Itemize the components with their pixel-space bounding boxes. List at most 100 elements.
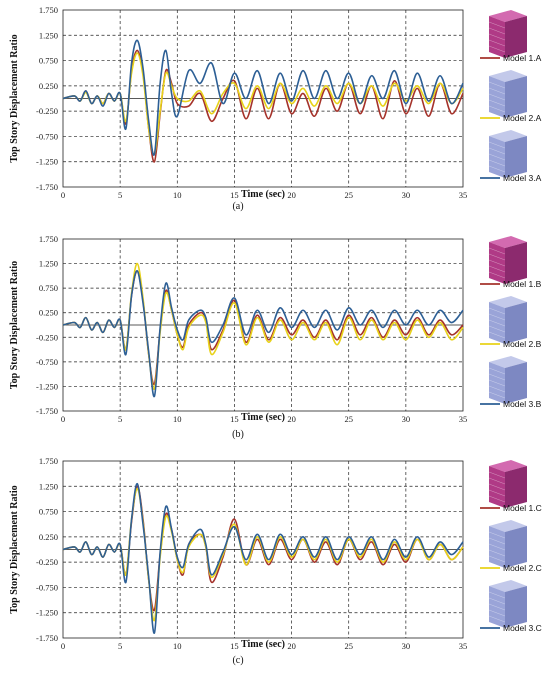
building-model-icon [488, 296, 527, 344]
building-model-icon [488, 70, 527, 118]
building-floor-line [488, 165, 506, 173]
y-tick-label: 1.750 [39, 234, 58, 244]
panel-caption: (a) [232, 201, 243, 212]
building-floor-line [488, 159, 506, 167]
y-tick-label: -0.750 [36, 131, 58, 141]
panel-caption: (c) [232, 655, 243, 666]
y-tick-label: 0.250 [39, 81, 58, 91]
building-floor-line [488, 21, 506, 29]
building-top [489, 520, 527, 532]
building-floor-line [488, 591, 506, 599]
y-axis-label: Top Story Displacement Ratio [9, 261, 20, 389]
series-line-3 [62, 482, 464, 634]
building-floor-line [488, 27, 506, 35]
x-tick-label: 10 [173, 414, 182, 424]
x-axis-label: Time (sec) [241, 639, 285, 650]
building-floor-line [488, 99, 506, 107]
x-tick-label: 20 [287, 641, 296, 651]
building-top [489, 236, 527, 248]
x-tick-label: 10 [173, 641, 182, 651]
building-right [505, 362, 527, 404]
x-tick-label: 30 [402, 641, 411, 651]
x-tick-label: 35 [459, 414, 468, 424]
x-tick-label: 35 [459, 641, 468, 651]
building-floor-line [488, 391, 506, 399]
building-floor-line [488, 87, 506, 95]
building-floor-line [488, 307, 506, 315]
building-top [489, 356, 527, 368]
y-tick-label: 0.250 [39, 532, 58, 542]
legend-label-2: Model 2.B [503, 339, 542, 349]
building-floor-line [488, 489, 506, 497]
x-tick-label: 35 [459, 190, 468, 200]
y-tick-label: -1.750 [36, 182, 58, 192]
y-tick-label: 0.750 [39, 507, 58, 517]
x-axis-label: Time (sec) [241, 189, 285, 200]
building-top [489, 10, 527, 22]
legend-label-3: Model 3.B [503, 399, 542, 409]
building-floor-line [488, 609, 506, 617]
building-floor-line [488, 105, 506, 113]
building-floor-line [488, 271, 506, 279]
building-floor-line [488, 265, 506, 273]
building-right [505, 586, 527, 628]
building-floor-line [488, 313, 506, 321]
building-floor-line [488, 45, 506, 53]
building-floor-line [488, 39, 506, 47]
y-tick-label: -0.750 [36, 357, 58, 367]
y-tick-label: -1.750 [36, 406, 58, 416]
y-tick-label: 1.250 [39, 481, 58, 491]
x-tick-label: 25 [344, 190, 353, 200]
y-axis-label: Top Story Displacement Ratio [9, 485, 20, 613]
legend: Model 1.C Model 2.C Model 3.C [480, 460, 542, 633]
building-right [505, 242, 527, 284]
series-line-3 [62, 39, 464, 156]
building-model-icon [488, 460, 527, 508]
building-top [489, 70, 527, 82]
legend-label-3: Model 3.C [503, 623, 542, 633]
x-tick-label: 15 [230, 414, 239, 424]
building-floor-line [488, 331, 506, 339]
x-tick-label: 25 [344, 641, 353, 651]
building-floor-line [488, 495, 506, 503]
building-floor-line [488, 247, 506, 255]
y-tick-label: -0.250 [36, 557, 58, 567]
building-floor-line [488, 537, 506, 545]
y-tick-label: -1.250 [36, 608, 58, 618]
legend-label-2: Model 2.A [503, 113, 542, 123]
y-tick-label: 0.250 [39, 308, 58, 318]
building-right [505, 302, 527, 344]
legend-label-1: Model 1.C [503, 503, 542, 513]
chart-panel-2: 1.750 1.250 0.750 0.250 -0.250 -0.750 -1.250 -1… [9, 234, 542, 440]
building-floor-line [488, 319, 506, 327]
x-tick-label: 30 [402, 414, 411, 424]
building-model-icon [488, 236, 527, 284]
building-right [505, 466, 527, 508]
y-tick-label: 1.750 [39, 5, 58, 15]
x-tick-label: 5 [118, 414, 122, 424]
building-floor-line [488, 253, 506, 261]
y-tick-label: -1.250 [36, 157, 58, 167]
y-tick-label: 1.250 [39, 30, 58, 40]
x-axis-label: Time (sec) [241, 412, 285, 423]
x-tick-label: 10 [173, 190, 182, 200]
building-floor-line [488, 603, 506, 611]
building-top [489, 460, 527, 472]
building-floor-line [488, 367, 506, 375]
y-tick-label: -0.250 [36, 106, 58, 116]
legend-label-2: Model 2.C [503, 563, 542, 573]
x-tick-label: 20 [287, 414, 296, 424]
x-tick-label: 15 [230, 641, 239, 651]
building-floor-line [488, 483, 506, 491]
building-floor-line [488, 615, 506, 623]
building-floor-line [488, 385, 506, 393]
building-floor-line [488, 33, 506, 41]
building-floor-line [488, 531, 506, 539]
building-floor-line [488, 477, 506, 485]
building-right [505, 16, 527, 58]
building-floor-line [488, 147, 506, 155]
building-floor-line [488, 81, 506, 89]
series-line-3 [62, 270, 464, 398]
building-floor-line [488, 93, 506, 101]
